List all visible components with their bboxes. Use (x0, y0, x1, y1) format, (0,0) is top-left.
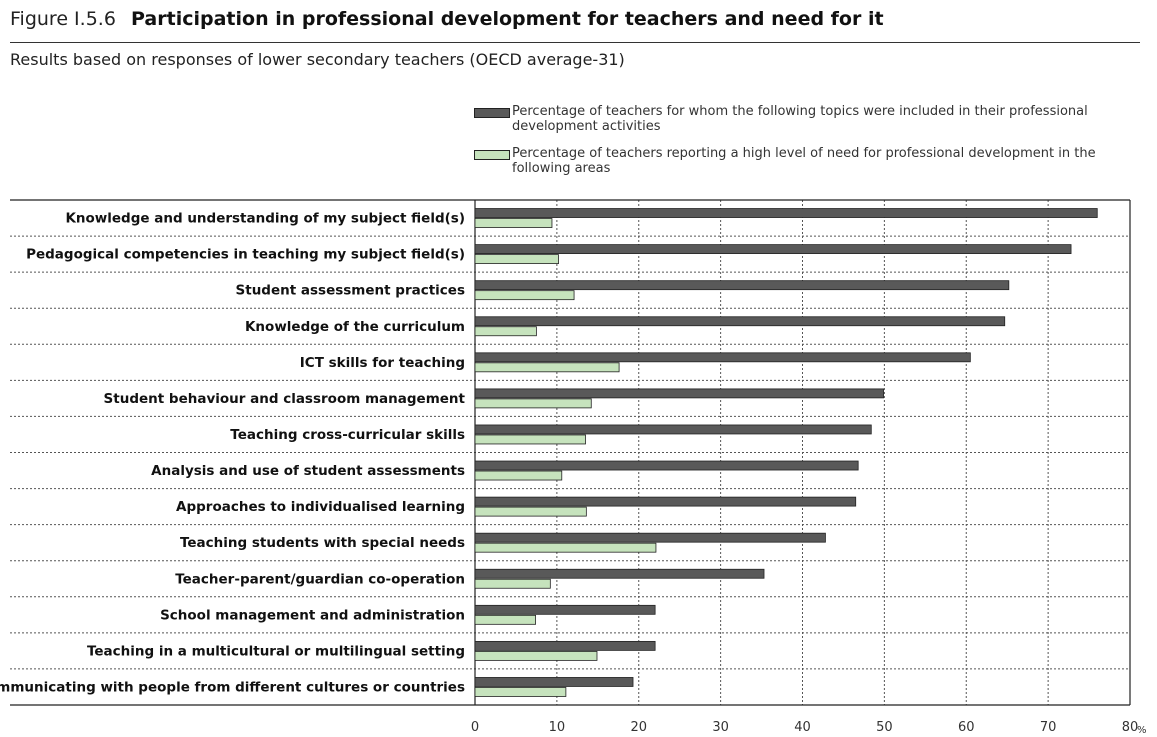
figure-header: Figure I.5.6 Participation in profession… (10, 8, 1140, 43)
category-label: School management and administration (160, 607, 465, 623)
category-label: Teaching in a multicultural or multiling… (87, 643, 465, 659)
bar-participation (474, 640, 656, 651)
bar-participation (474, 316, 1006, 327)
bar-participation (474, 424, 872, 435)
category-label: Pedagogical competencies in teaching my … (26, 247, 465, 263)
x-tick-label: 30 (712, 720, 729, 735)
x-tick-label: 0 (471, 720, 479, 735)
bar-need (474, 470, 563, 481)
bar-need (474, 254, 559, 265)
bar-need (474, 362, 620, 373)
bar-need (474, 542, 657, 553)
chart-legend: Percentage of teachers for whom the foll… (474, 104, 1114, 188)
bar-participation (474, 532, 826, 543)
legend-label-participation: Percentage of teachers for whom the foll… (512, 104, 1088, 134)
legend-swatch-participation (474, 108, 510, 118)
category-label: Student assessment practices (236, 283, 465, 299)
bar-participation (474, 496, 857, 507)
legend-swatch-need (474, 150, 510, 160)
bar-participation (474, 460, 859, 471)
bar-need (474, 578, 551, 589)
category-label: Communicating with people from different… (0, 679, 465, 695)
category-label: Approaches to individualised learning (176, 499, 465, 515)
bar-participation (474, 388, 884, 399)
category-label: Analysis and use of student assessments (151, 463, 465, 479)
bar-need (474, 687, 567, 697)
bar-need (474, 398, 592, 409)
bar-need (474, 434, 586, 445)
bar-need (474, 506, 587, 517)
bar-need (474, 290, 575, 301)
x-unit-label: % (1137, 725, 1147, 736)
bar-participation (474, 677, 634, 687)
x-tick-label: 70 (1040, 720, 1057, 735)
bar-participation (474, 280, 1010, 291)
bar-participation (474, 352, 971, 363)
legend-item-need: Percentage of teachers reporting a high … (474, 146, 1114, 176)
bar-participation (474, 568, 765, 579)
x-tick-label: 40 (794, 720, 811, 735)
bar-need (474, 614, 536, 625)
category-label: Teaching students with special needs (180, 535, 465, 551)
category-label: ICT skills for teaching (300, 355, 465, 371)
figure-label: Figure I.5.6 (10, 8, 116, 30)
bar-need (474, 218, 553, 228)
bar-participation (474, 208, 1098, 218)
x-tick-label: 60 (958, 720, 975, 735)
figure-title: Participation in professional developmen… (131, 8, 884, 30)
category-label: Teaching cross-curricular skills (230, 427, 465, 443)
bar-need (474, 326, 537, 337)
legend-item-participation: Percentage of teachers for whom the foll… (474, 104, 1114, 134)
bar-need (474, 650, 598, 661)
category-label: Student behaviour and classroom manageme… (104, 391, 466, 407)
bar-participation (474, 244, 1072, 255)
category-label: Teacher-parent/guardian co-operation (175, 571, 465, 587)
x-tick-label: 80 (1122, 720, 1139, 735)
category-label: Knowledge and understanding of my subjec… (65, 211, 465, 227)
x-tick-label: 10 (549, 720, 566, 735)
legend-label-need: Percentage of teachers reporting a high … (512, 146, 1096, 176)
bar-participation (474, 604, 656, 615)
x-tick-label: 50 (876, 720, 893, 735)
figure-subtitle: Results based on responses of lower seco… (10, 50, 625, 69)
x-tick-label: 20 (630, 720, 647, 735)
category-label: Knowledge of the curriculum (245, 319, 465, 335)
